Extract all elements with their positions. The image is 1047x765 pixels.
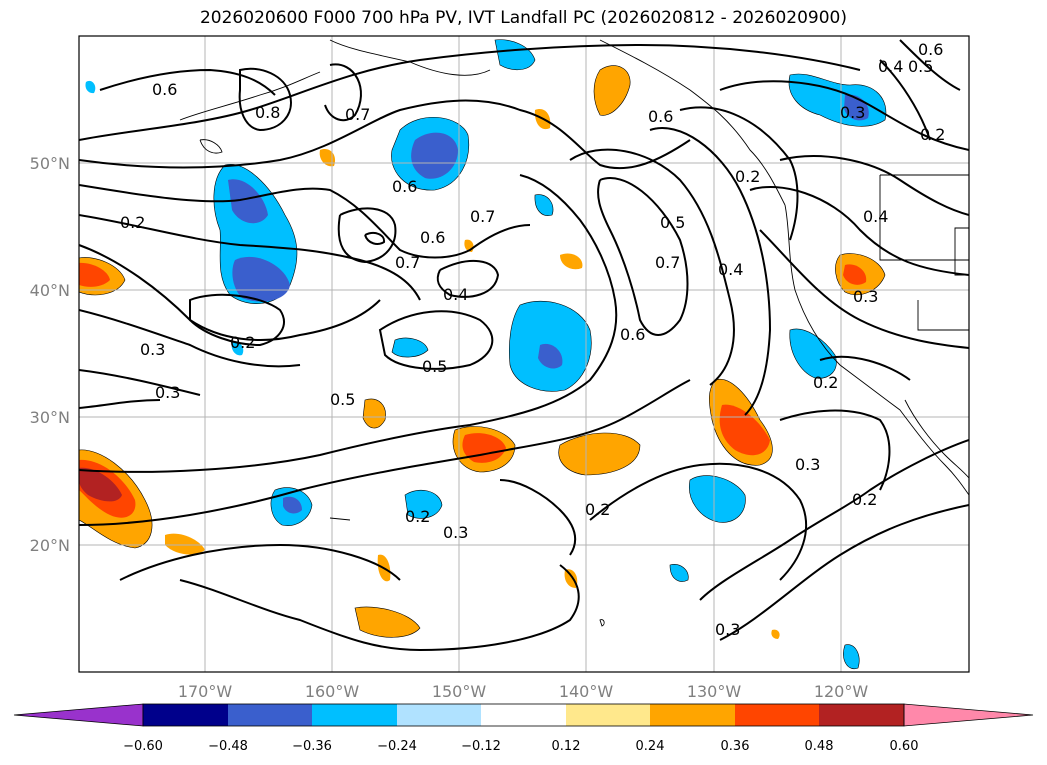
longitude-labels: 170°W 160°W 150°W 140°W 130°W 120°W <box>178 682 869 701</box>
contour-label: 0.3 <box>140 340 165 359</box>
contour-labels: 0.6 0.8 0.7 0.6 0.6 0.7 0.2 0.4 0.6 0.7 … <box>120 40 945 639</box>
map-title: 2026020600 F000 700 hPa PV, IVT Landfall… <box>199 8 847 28</box>
contour-label: 0.2 <box>230 333 255 352</box>
contour-label: 0.7 <box>395 253 420 272</box>
colorbar-tick-label: 0.48 <box>805 739 834 754</box>
contour-label: 0.6 <box>918 40 943 59</box>
map-border <box>78 35 970 673</box>
contour-label: 0.2 <box>585 500 610 519</box>
lat-label-20n: 20°N <box>30 536 70 555</box>
contour-label: 0.3 <box>840 103 865 122</box>
lat-label-30n: 30°N <box>30 408 70 427</box>
contour-label: 0.2 <box>813 373 838 392</box>
contour-label: 0.6 <box>152 80 177 99</box>
contour-label: 0.3 <box>795 455 820 474</box>
contour-label: 0.6 <box>392 177 417 196</box>
colorbar-bin <box>566 704 650 726</box>
contour-label: 0.7 <box>655 253 680 272</box>
colorbar-bin <box>397 704 481 726</box>
lat-label-50n: 50°N <box>30 154 70 173</box>
colorbar-tick-label: −0.36 <box>292 739 332 754</box>
contour-label: 0.6 <box>420 228 445 247</box>
pv-contours <box>79 39 969 652</box>
colorbar-tick-label: 0.12 <box>552 739 581 754</box>
contour-label: 0.2 <box>920 125 945 144</box>
colorbar-tick-label: 0.60 <box>890 739 919 754</box>
contour-label: 0.5 <box>908 57 933 76</box>
colorbar-bin <box>650 704 735 726</box>
colorbar-bin <box>228 704 312 726</box>
lon-label-120w: 120°W <box>814 682 869 701</box>
colorbar-outline <box>142 703 905 727</box>
lon-label-170w: 170°W <box>178 682 233 701</box>
colorbar-over-arrow <box>903 703 1034 727</box>
latitude-labels: 50°N 40°N 30°N 20°N <box>30 154 70 555</box>
positive-anomaly-shading <box>79 65 886 639</box>
colorbar-bin <box>312 704 397 726</box>
contour-label: 0.8 <box>255 103 280 122</box>
contour-label: 0.3 <box>853 287 878 306</box>
graticule <box>79 36 969 672</box>
contour-label: 0.3 <box>443 523 468 542</box>
contour-label: 0.4 <box>443 285 468 304</box>
colorbar-bin <box>819 704 904 726</box>
contour-label: 0.4 <box>718 260 743 279</box>
contour-label: 0.2 <box>852 490 877 509</box>
colorbar-tick-label: 0.24 <box>636 739 665 754</box>
lon-label-150w: 150°W <box>432 682 487 701</box>
contour-label: 0.2 <box>735 167 760 186</box>
contour-label: 0.5 <box>660 213 685 232</box>
contour-label: 0.5 <box>422 357 447 376</box>
lon-label-130w: 130°W <box>687 682 742 701</box>
lon-label-160w: 160°W <box>305 682 360 701</box>
contour-label: 0.7 <box>345 105 370 124</box>
contour-label: 0.5 <box>330 390 355 409</box>
colorbar-bin <box>735 704 819 726</box>
colorbar-bin <box>143 704 228 726</box>
contour-label: 0.3 <box>155 383 180 402</box>
contour-label: 0.2 <box>405 507 430 526</box>
lon-label-140w: 140°W <box>559 682 614 701</box>
contour-label: 0.4 <box>863 207 888 226</box>
colorbar-tick-label: −0.48 <box>208 739 248 754</box>
contour-label: 0.6 <box>648 107 673 126</box>
colorbar-bin <box>481 704 566 726</box>
contour-label: 0.2 <box>120 213 145 232</box>
colorbar: −0.60 −0.48 −0.36 −0.24 −0.12 0.12 0.24 … <box>13 703 1034 754</box>
contour-label: 0.3 <box>715 620 740 639</box>
colorbar-tick-label: −0.60 <box>123 739 163 754</box>
contour-label: 0.6 <box>620 325 645 344</box>
contour-label: 0.7 <box>470 207 495 226</box>
colorbar-tick-label: 0.36 <box>721 739 750 754</box>
colorbar-under-arrow <box>13 703 144 727</box>
colorbar-tick-label: −0.24 <box>377 739 417 754</box>
lat-label-40n: 40°N <box>30 281 70 300</box>
contour-label: 0.4 <box>878 57 903 76</box>
colorbar-tick-label: −0.12 <box>461 739 501 754</box>
